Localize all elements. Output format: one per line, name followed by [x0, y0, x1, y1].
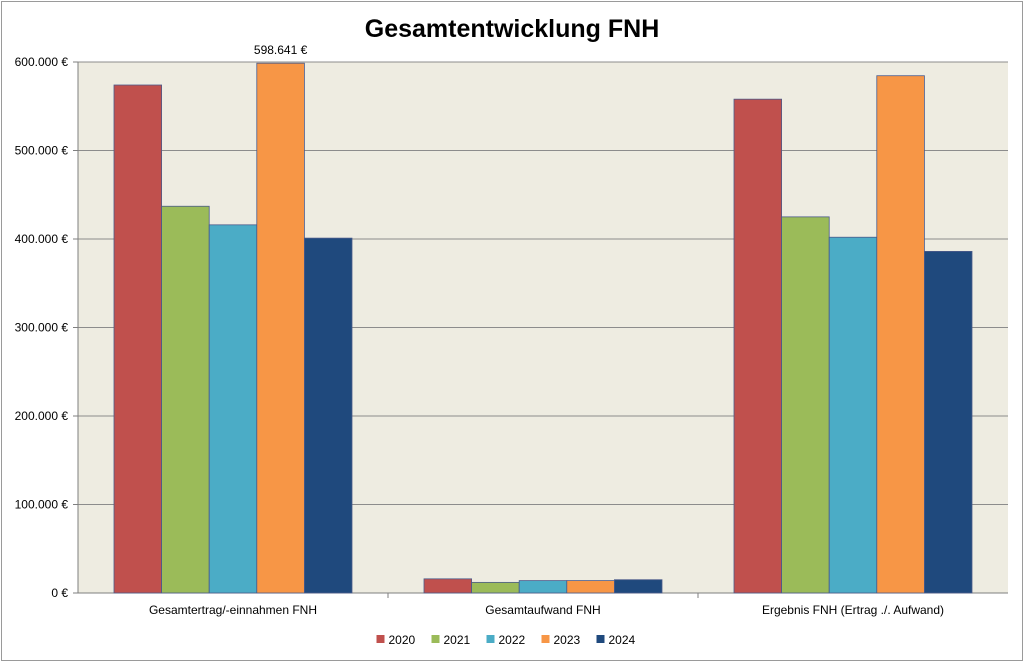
y-tick-label: 200.000 € — [15, 409, 69, 423]
category-label: Gesamtertrag/-einnahmen FNH — [149, 603, 317, 617]
bar-2022-1 — [208, 224, 258, 594]
y-tick-label: 100.000 € — [15, 498, 69, 512]
bar-2020-1 — [113, 84, 162, 594]
y-tick-label: 300.000 € — [15, 321, 69, 335]
category-label: Ergebnis FNH (Ertrag ./. Aufwand) — [762, 603, 944, 617]
bar-2024-1 — [303, 237, 353, 594]
bar-2022-2 — [518, 580, 568, 594]
y-tick-label: 500.000 € — [15, 144, 69, 158]
bar-2023-3 — [876, 75, 925, 594]
bar-2020-2 — [423, 578, 472, 594]
legend-label-2020: 2020 — [389, 633, 416, 647]
chart-title: Gesamtentwicklung FNH — [365, 15, 660, 43]
legend-swatch-2023 — [541, 635, 550, 643]
legend-swatch-2021 — [431, 635, 440, 643]
legend-label-2021: 2021 — [444, 633, 471, 647]
legend-swatch-2022 — [486, 635, 495, 643]
y-tick-label: 400.000 € — [15, 232, 69, 246]
legend-label-2024: 2024 — [609, 633, 636, 647]
bar-2023-1 — [256, 62, 305, 594]
plot-area: 0 € 100.000 € 200.000 € 300.000 € 400.000 € 5… — [15, 43, 1008, 617]
bar-2020-3 — [733, 98, 782, 594]
bar-2021-2 — [471, 581, 520, 594]
y-tick-label: 600.000 € — [15, 55, 69, 69]
bar-2024-3 — [924, 250, 973, 594]
category-label: Gesamtaufwand FNH — [485, 603, 600, 617]
bar-2023-2 — [566, 580, 615, 594]
legend-swatch-2020 — [376, 635, 385, 643]
data-label: 598.641 € — [254, 43, 308, 57]
legend-label-2023: 2023 — [554, 633, 581, 647]
bar-2022-3 — [828, 236, 878, 594]
bar-2024-2 — [614, 579, 663, 594]
bar-2021-1 — [161, 205, 210, 594]
bar-2021-3 — [781, 216, 830, 594]
y-tick-label: 0 € — [51, 586, 68, 600]
legend: 2020 2021 2022 2023 2024 — [376, 633, 636, 647]
legend-swatch-2024 — [596, 635, 605, 643]
legend-label-2022: 2022 — [499, 633, 526, 647]
